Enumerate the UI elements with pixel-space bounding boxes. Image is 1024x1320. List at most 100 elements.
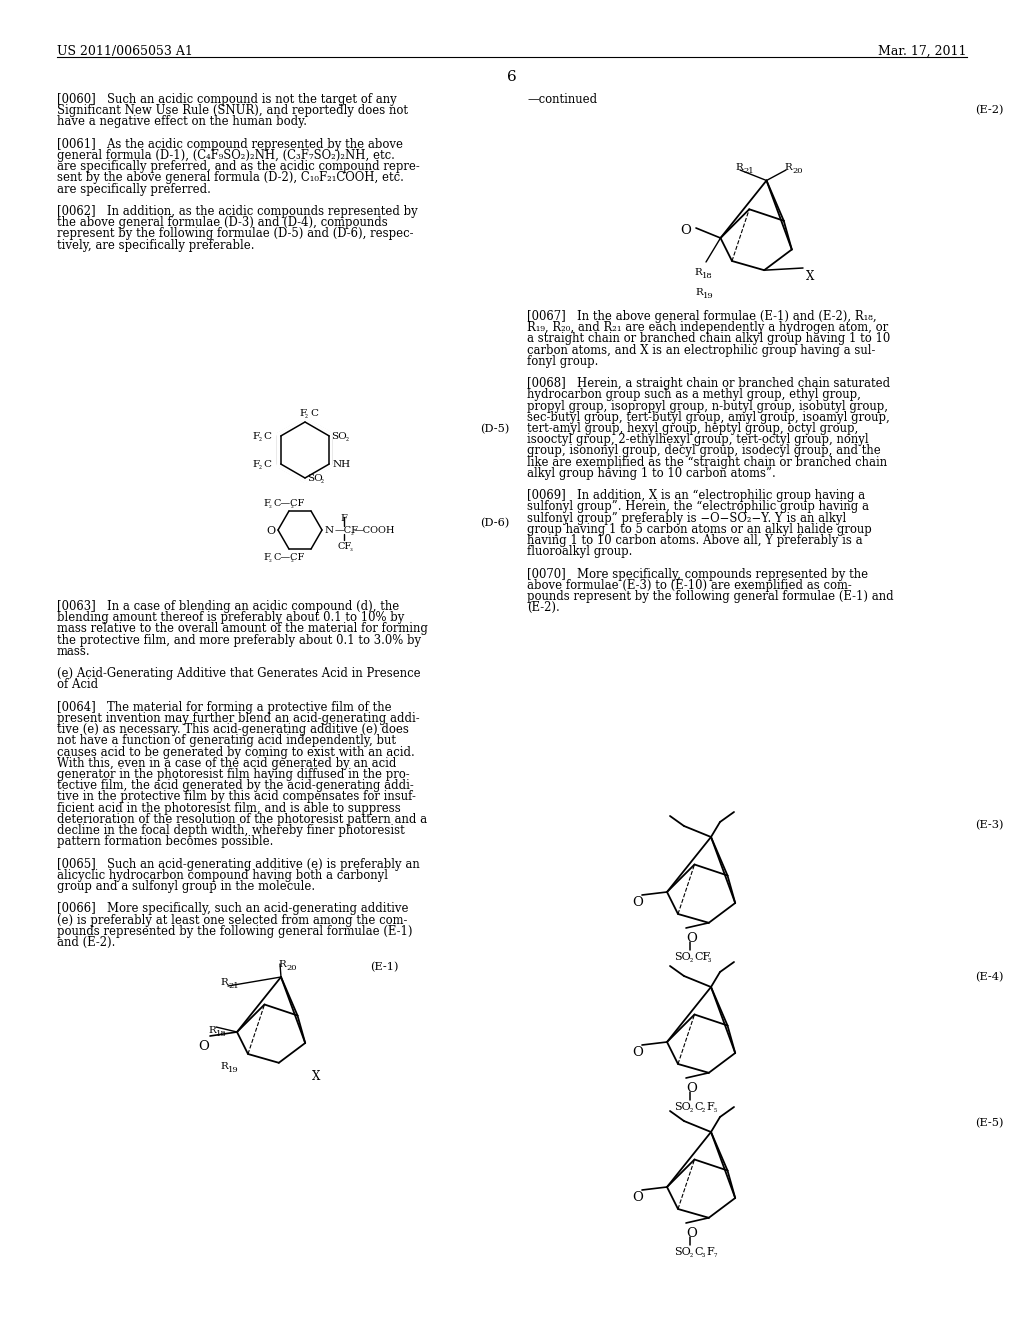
Text: (D-5): (D-5) bbox=[480, 424, 509, 434]
Text: ₂: ₂ bbox=[269, 502, 271, 510]
Text: SO: SO bbox=[674, 952, 691, 962]
Text: (E-2): (E-2) bbox=[975, 106, 1004, 115]
Text: CF: CF bbox=[338, 543, 352, 550]
Text: pounds represent by the following general formulae (E-1) and: pounds represent by the following genera… bbox=[527, 590, 894, 603]
Text: R: R bbox=[220, 1063, 227, 1071]
Text: R: R bbox=[220, 978, 227, 987]
Text: like are exemplified as the “straight chain or branched chain: like are exemplified as the “straight ch… bbox=[527, 455, 887, 469]
Text: above formulae (E-3) to (E-10) are exemplified as com-: above formulae (E-3) to (E-10) are exemp… bbox=[527, 578, 852, 591]
Text: ₃: ₃ bbox=[708, 956, 712, 964]
Text: 19: 19 bbox=[228, 1067, 239, 1074]
Text: alkyl group having 1 to 10 carbon atoms”.: alkyl group having 1 to 10 carbon atoms”… bbox=[527, 467, 776, 479]
Text: causes acid to be generated by coming to exist with an acid.: causes acid to be generated by coming to… bbox=[57, 746, 415, 759]
Text: ₂: ₂ bbox=[690, 956, 693, 964]
Text: O: O bbox=[632, 1191, 643, 1204]
Text: [0061]   As the acidic compound represented by the above: [0061] As the acidic compound represente… bbox=[57, 137, 403, 150]
Text: having 1 to 10 carbon atoms. Above all, Y preferably is a: having 1 to 10 carbon atoms. Above all, … bbox=[527, 535, 862, 546]
Text: ₂: ₂ bbox=[305, 412, 308, 420]
Text: ₂: ₂ bbox=[321, 477, 324, 484]
Text: sec-butyl group, tert-butyl group, amyl group, isoamyl group,: sec-butyl group, tert-butyl group, amyl … bbox=[527, 411, 890, 424]
Text: tively, are specifically preferable.: tively, are specifically preferable. bbox=[57, 239, 255, 252]
Text: group, isononyl group, decyl group, isodecyl group, and the: group, isononyl group, decyl group, isod… bbox=[527, 445, 881, 458]
Text: tive (e) as necessary. This acid-generating additive (e) does: tive (e) as necessary. This acid-generat… bbox=[57, 723, 409, 737]
Text: C: C bbox=[264, 432, 271, 441]
Text: ₂: ₂ bbox=[259, 436, 262, 444]
Text: ₂: ₂ bbox=[690, 1106, 693, 1114]
Text: —COOH: —COOH bbox=[354, 525, 395, 535]
Text: ₇: ₇ bbox=[714, 1251, 718, 1259]
Text: [0066]   More specifically, such an acid-generating additive: [0066] More specifically, such an acid-g… bbox=[57, 903, 409, 915]
Text: generator in the photoresist film having diffused in the pro-: generator in the photoresist film having… bbox=[57, 768, 410, 781]
Text: O: O bbox=[686, 932, 697, 945]
Text: F: F bbox=[340, 513, 347, 523]
Text: O: O bbox=[686, 1228, 697, 1239]
Text: the protective film, and more preferably about 0.1 to 3.0% by: the protective film, and more preferably… bbox=[57, 634, 421, 647]
Text: tive in the protective film by this acid compensates for insuf-: tive in the protective film by this acid… bbox=[57, 791, 416, 804]
Text: 18: 18 bbox=[702, 272, 713, 280]
Text: (e) is preferably at least one selected from among the com-: (e) is preferably at least one selected … bbox=[57, 913, 408, 927]
Text: Mar. 17, 2011: Mar. 17, 2011 bbox=[879, 45, 967, 58]
Text: C: C bbox=[694, 1102, 702, 1111]
Text: decline in the focal depth width, whereby finer photoresist: decline in the focal depth width, whereb… bbox=[57, 824, 404, 837]
Text: ₂: ₂ bbox=[702, 1106, 706, 1114]
Text: 21: 21 bbox=[228, 982, 239, 990]
Text: O: O bbox=[198, 1040, 209, 1053]
Text: 20: 20 bbox=[792, 168, 803, 176]
Text: X: X bbox=[312, 1071, 321, 1082]
Text: —CF: —CF bbox=[335, 525, 359, 535]
Text: fonyl group.: fonyl group. bbox=[527, 355, 598, 368]
Text: CF: CF bbox=[694, 952, 711, 962]
Text: 21: 21 bbox=[743, 168, 754, 176]
Text: R₁₉, R₂₀, and R₂₁ are each independently a hydrogen atom, or: R₁₉, R₂₀, and R₂₁ are each independently… bbox=[527, 321, 888, 334]
Text: F: F bbox=[263, 499, 270, 508]
Text: C: C bbox=[310, 409, 318, 418]
Text: X: X bbox=[806, 271, 814, 282]
Text: ₂: ₂ bbox=[269, 556, 271, 564]
Text: are specifically preferred, and as the acidic compound repre-: are specifically preferred, and as the a… bbox=[57, 160, 420, 173]
Text: R: R bbox=[784, 162, 792, 172]
Text: (E-1): (E-1) bbox=[370, 962, 398, 973]
Text: SO: SO bbox=[674, 1247, 691, 1257]
Text: [0065]   Such an acid-generating additive (e) is preferably an: [0065] Such an acid-generating additive … bbox=[57, 858, 420, 871]
Text: general formula (D-1), (C₄F₉SO₂)₂NH, (C₃F₇SO₂)₂NH, etc.: general formula (D-1), (C₄F₉SO₂)₂NH, (C₃… bbox=[57, 149, 395, 162]
Text: (E-3): (E-3) bbox=[975, 820, 1004, 830]
Text: mass relative to the overall amount of the material for forming: mass relative to the overall amount of t… bbox=[57, 623, 428, 635]
Text: F: F bbox=[263, 553, 270, 562]
Text: hydrocarbon group such as a methyl group, ethyl group,: hydrocarbon group such as a methyl group… bbox=[527, 388, 861, 401]
Text: R: R bbox=[278, 960, 286, 969]
Text: F: F bbox=[253, 459, 260, 469]
Text: [0063]   In a case of blending an acidic compound (d), the: [0063] In a case of blending an acidic c… bbox=[57, 601, 399, 612]
Text: pounds represented by the following general formulae (E-1): pounds represented by the following gene… bbox=[57, 925, 413, 937]
Text: and (E-2).: and (E-2). bbox=[57, 936, 116, 949]
Text: carbon atoms, and X is an electrophilic group having a sul-: carbon atoms, and X is an electrophilic … bbox=[527, 343, 876, 356]
Text: C: C bbox=[264, 459, 271, 469]
Text: isooctyl group, 2-ethylhexyl group, tert-octyl group, nonyl: isooctyl group, 2-ethylhexyl group, tert… bbox=[527, 433, 868, 446]
Text: tective film, the acid generated by the acid-generating addi-: tective film, the acid generated by the … bbox=[57, 779, 414, 792]
Text: With this, even in a case of the acid generated by an acid: With this, even in a case of the acid ge… bbox=[57, 756, 396, 770]
Text: N: N bbox=[325, 525, 334, 535]
Text: alicyclic hydrocarbon compound having both a carbonyl: alicyclic hydrocarbon compound having bo… bbox=[57, 869, 388, 882]
Text: —continued: —continued bbox=[527, 92, 597, 106]
Text: R: R bbox=[694, 268, 701, 277]
Text: R: R bbox=[735, 162, 742, 172]
Text: C: C bbox=[694, 1247, 702, 1257]
Text: F: F bbox=[706, 1102, 714, 1111]
Text: [0070]   More specifically, compounds represented by the: [0070] More specifically, compounds repr… bbox=[527, 568, 868, 581]
Text: sulfonyl group”. Herein, the “electrophilic group having a: sulfonyl group”. Herein, the “electrophi… bbox=[527, 500, 869, 513]
Text: ₃: ₃ bbox=[350, 545, 352, 553]
Text: ₅: ₅ bbox=[714, 1106, 718, 1114]
Text: 19: 19 bbox=[703, 292, 714, 300]
Text: O: O bbox=[632, 1045, 643, 1059]
Text: US 2011/0065053 A1: US 2011/0065053 A1 bbox=[57, 45, 193, 58]
Text: (D-6): (D-6) bbox=[480, 517, 509, 528]
Text: (E-4): (E-4) bbox=[975, 972, 1004, 982]
Text: (E-2).: (E-2). bbox=[527, 601, 560, 614]
Text: mass.: mass. bbox=[57, 644, 91, 657]
Text: R: R bbox=[695, 288, 702, 297]
Text: SO: SO bbox=[331, 432, 347, 441]
Text: sulfonyl group” preferably is −O−SO₂−Y. Y is an alkyl: sulfonyl group” preferably is −O−SO₂−Y. … bbox=[527, 512, 846, 524]
Text: (E-5): (E-5) bbox=[975, 1118, 1004, 1129]
Text: [0064]   The material for forming a protective film of the: [0064] The material for forming a protec… bbox=[57, 701, 391, 714]
Text: not have a function of generating acid independently, but: not have a function of generating acid i… bbox=[57, 734, 396, 747]
Text: a straight chain or branched chain alkyl group having 1 to 10: a straight chain or branched chain alkyl… bbox=[527, 333, 890, 346]
